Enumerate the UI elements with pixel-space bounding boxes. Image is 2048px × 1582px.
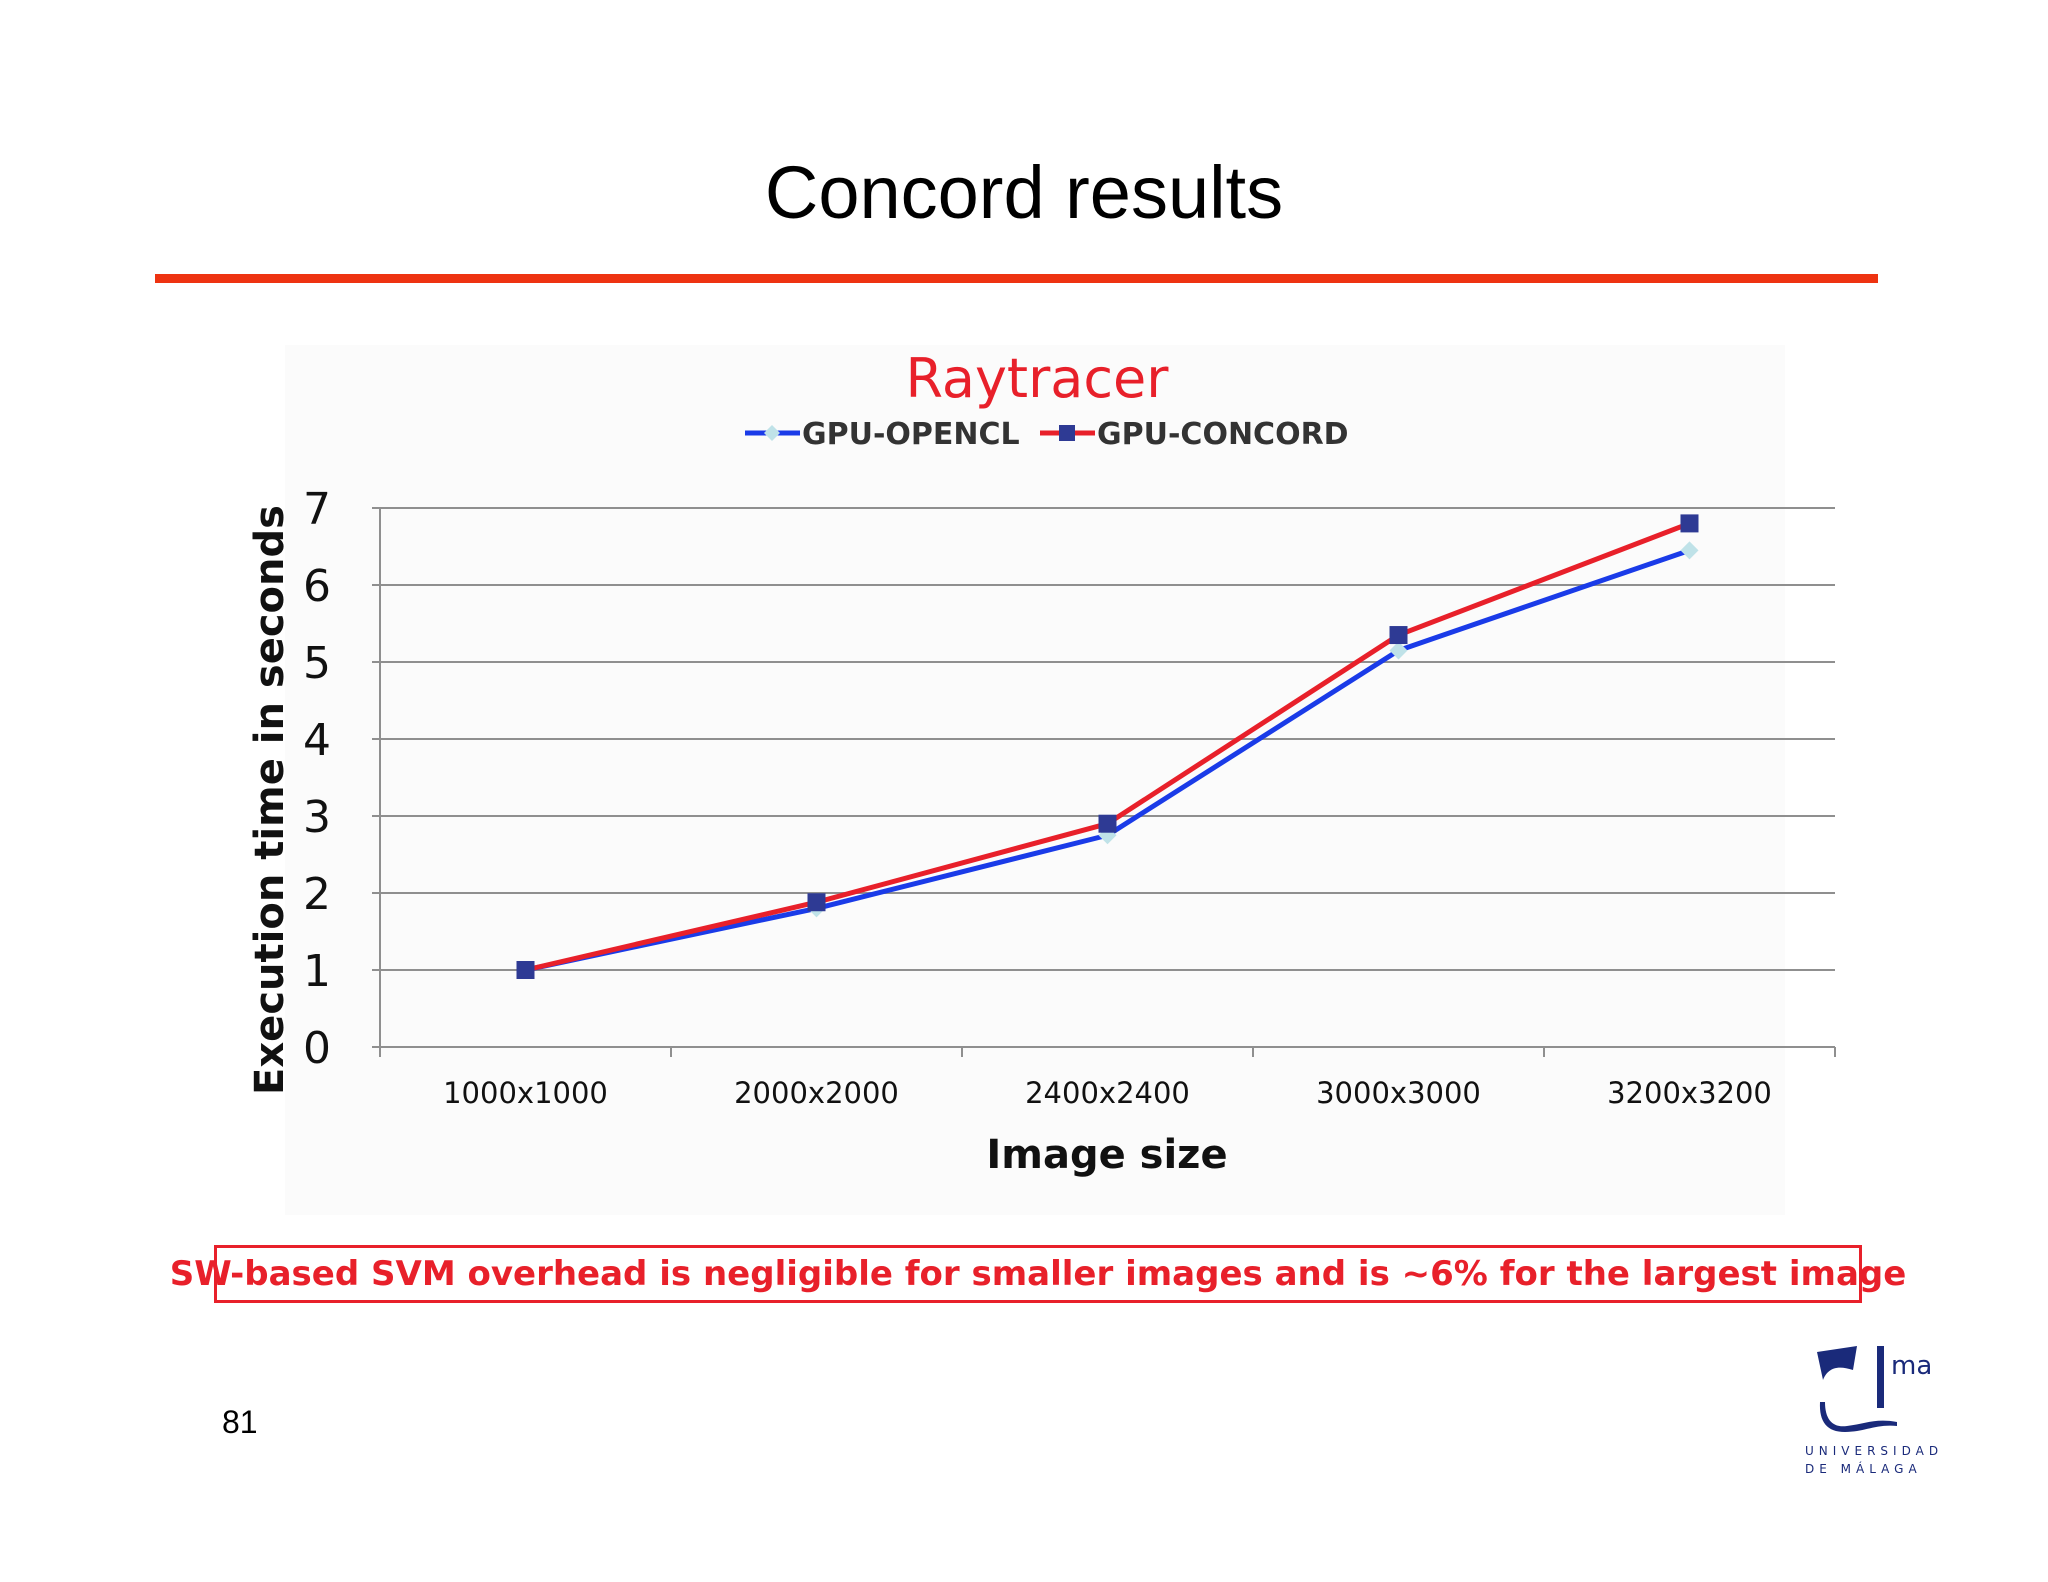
legend-marker-1 (764, 425, 780, 441)
chart-title: Raytracer (906, 347, 1170, 410)
legend-label-1: GPU-OPENCL (802, 417, 1020, 452)
slide-title: Concord results (764, 151, 1284, 234)
legend-marker-2 (1059, 425, 1075, 441)
series-line-gpu-opencl (524, 547, 1691, 973)
y-tick-label: 1 (303, 946, 331, 997)
uma-logo-mark: ma (1817, 1346, 1932, 1432)
data-point-gpu-concord (807, 893, 826, 912)
y-tick-label: 0 (303, 1023, 331, 1074)
logo-line-2: DE MÁLAGA (1805, 1462, 1922, 1476)
series-line-gpu-concord (524, 521, 1691, 973)
y-tick-label: 6 (303, 561, 331, 612)
data-point-gpu-concord (516, 961, 535, 979)
page-number: 81 (222, 1404, 258, 1440)
y-tick-label: 7 (303, 484, 331, 535)
x-tick-label: 1000x1000 (443, 1076, 608, 1110)
data-point-gpu-concord (1389, 626, 1408, 645)
logo-line-1: UNIVERSIDAD (1805, 1444, 1944, 1458)
title-rule (155, 274, 1878, 283)
x-tick-label: 2400x2400 (1025, 1076, 1190, 1110)
data-point-gpu-opencl (1389, 641, 1408, 660)
legend-label-2: GPU-CONCORD (1097, 417, 1349, 452)
y-tick-label: 4 (303, 715, 331, 766)
data-point-gpu-concord (1098, 814, 1117, 833)
university-logo: ma UNIVERSIDAD DE MÁLAGA (1805, 1340, 1955, 1480)
y-tick-label: 5 (303, 638, 331, 689)
x-axis-label: Image size (986, 1132, 1227, 1178)
overhead-note: SW-based SVM overhead is negligible for … (170, 1245, 1906, 1303)
x-tick-label: 3000x3000 (1316, 1076, 1481, 1110)
data-point-gpu-opencl (1680, 541, 1699, 560)
x-tick-label: 2000x2000 (734, 1076, 899, 1110)
y-tick-label: 2 (303, 869, 331, 920)
y-tick-label: 3 (303, 792, 331, 843)
logo-mark-text: ma (1891, 1351, 1932, 1381)
data-point-gpu-concord (1680, 514, 1699, 533)
y-axis-label: Execution time in seconds (247, 505, 293, 1095)
x-tick-label: 3200x3200 (1607, 1076, 1772, 1110)
chart-area (285, 345, 1785, 1215)
